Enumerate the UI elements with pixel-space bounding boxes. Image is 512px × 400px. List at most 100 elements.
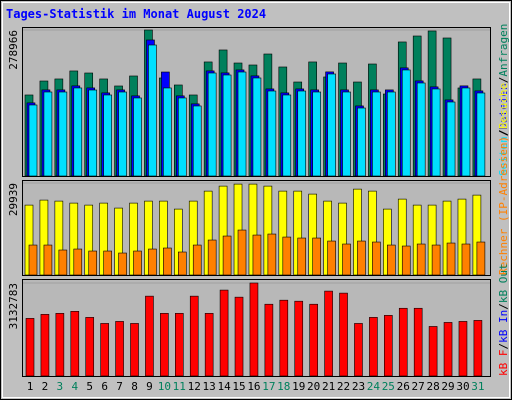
legend: kB F/kB In/kB Out: [497, 263, 510, 376]
x-tick-label: 2: [42, 380, 49, 393]
bar: [222, 235, 232, 276]
bar: [369, 317, 378, 377]
bar: [163, 247, 172, 276]
bar: [189, 295, 199, 377]
bar: [58, 91, 68, 177]
x-tick-label: 23: [352, 380, 365, 393]
bar: [252, 77, 262, 177]
bar: [416, 243, 426, 276]
bar: [204, 313, 214, 377]
bar: [372, 91, 381, 177]
bar: [309, 303, 318, 377]
bar: [192, 244, 202, 276]
bar: [192, 105, 202, 177]
y-tick-label: 29939: [7, 183, 20, 216]
x-tick-label: 7: [116, 380, 123, 393]
bar: [148, 248, 157, 276]
bar: [267, 233, 277, 276]
bar: [297, 237, 307, 276]
bar: [115, 321, 124, 377]
legend-entry: Dateien: [497, 83, 510, 129]
bar: [178, 97, 187, 177]
legend-separator: /: [497, 129, 510, 136]
legend-entry: kB F: [497, 350, 510, 377]
bar: [339, 292, 348, 377]
bar: [70, 311, 80, 377]
bar: [473, 320, 483, 377]
legend-entry: Besuche: [497, 83, 510, 129]
bar: [73, 87, 83, 177]
chart-title: Tages-Statistik im Monat August 2024: [6, 7, 266, 21]
bar: [207, 239, 217, 276]
bar: [73, 248, 83, 276]
bar: [357, 107, 366, 177]
y-tick-label: 278966: [7, 30, 20, 70]
y-tick-label: 3132783: [7, 283, 20, 329]
bar: [342, 243, 351, 276]
bar: [401, 69, 411, 177]
bar: [387, 244, 396, 276]
bar: [234, 296, 244, 377]
x-tick-label: 24: [367, 380, 381, 393]
x-tick-label: 8: [131, 380, 138, 393]
x-tick-label: 10: [158, 380, 171, 393]
bar: [282, 236, 292, 276]
bar: [148, 44, 157, 177]
bar: [28, 104, 38, 177]
bar: [446, 242, 456, 276]
bar: [103, 94, 112, 177]
legend-entry: Seiten: [497, 136, 510, 176]
x-tick-label: 4: [71, 380, 78, 393]
bar: [163, 87, 172, 177]
bar: [413, 307, 423, 377]
bar: [354, 323, 363, 377]
bar: [476, 241, 486, 276]
bar: [133, 250, 142, 276]
legend: Rechner (IP-Adressen)/Besuche: [497, 83, 510, 275]
bar: [476, 92, 486, 177]
bar: [88, 250, 98, 276]
bar: [443, 322, 453, 377]
legend: Seiten/Dateien/Anfragen: [497, 24, 510, 176]
legend-entry: Rechner (IP-Adressen): [497, 136, 510, 275]
bar: [100, 323, 109, 377]
bar: [264, 303, 274, 377]
legend-separator: /: [497, 343, 510, 350]
bar: [219, 289, 229, 377]
bar: [387, 91, 396, 177]
x-tick-label: 28: [426, 380, 439, 393]
x-tick-label: 16: [247, 380, 260, 393]
bar: [327, 73, 336, 177]
x-tick-label: 11: [173, 380, 186, 393]
x-tick-label: 17: [262, 380, 275, 393]
bar: [175, 313, 184, 377]
x-tick-label: 26: [397, 380, 410, 393]
bar: [237, 71, 247, 177]
bar: [357, 240, 366, 276]
bar: [103, 250, 112, 276]
bar: [85, 317, 95, 377]
legend-separator: /: [497, 130, 510, 137]
x-tick-label: 27: [412, 380, 425, 393]
x-tick-label: 5: [86, 380, 93, 393]
bar: [428, 326, 438, 377]
legend-separator: /: [497, 77, 510, 84]
bar: [384, 315, 393, 377]
bar: [237, 229, 247, 276]
x-tick-label: 15: [232, 380, 245, 393]
legend-entry: kB In: [497, 310, 510, 343]
bar: [372, 241, 381, 276]
bar: [249, 282, 259, 377]
bar: [327, 240, 336, 276]
x-tick-label: 13: [203, 380, 216, 393]
bar: [133, 97, 142, 177]
bar: [88, 89, 98, 177]
bar: [416, 82, 426, 177]
legend-entry: Anfragen: [497, 24, 510, 77]
x-tick-label: 25: [382, 380, 395, 393]
bar: [324, 290, 333, 377]
bar: [279, 299, 289, 377]
bar: [40, 314, 50, 377]
